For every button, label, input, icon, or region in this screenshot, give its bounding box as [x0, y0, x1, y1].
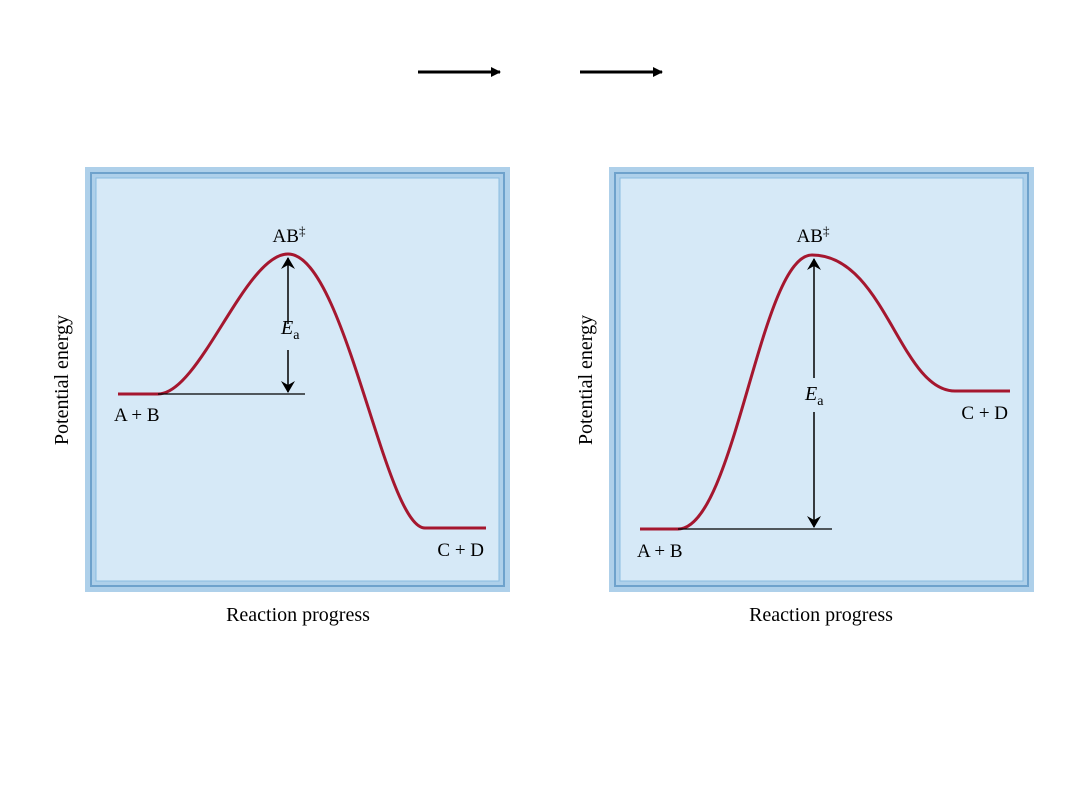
- activation-energy-label: Ea: [804, 383, 824, 409]
- panel-plot-area: [95, 177, 500, 582]
- energy-curve: [118, 252, 486, 530]
- panel-exothermic: AB‡ Ea A + B C + D Potential energy Reac…: [51, 167, 510, 626]
- products-label: C + D: [437, 540, 484, 561]
- activation-energy-label: Ea: [280, 317, 300, 343]
- panel-plot-area: [619, 177, 1024, 582]
- panel-endothermic: AB‡ Ea A + B C + D Potential energy Reac…: [575, 167, 1034, 626]
- y-axis-label: Potential energy: [51, 315, 73, 445]
- transition-state-label: AB‡: [273, 223, 306, 247]
- y-axis-label: Potential energy: [575, 315, 597, 445]
- x-axis-label: Reaction progress: [749, 604, 893, 626]
- reactants-label: A + B: [637, 541, 683, 562]
- energy-curve: [640, 253, 1010, 531]
- transition-state-label: AB‡: [797, 223, 830, 247]
- reactants-label: A + B: [114, 405, 160, 426]
- panel-frame-inner: [614, 172, 1029, 587]
- x-axis-label: Reaction progress: [226, 604, 370, 626]
- panel-frame-inner: [90, 172, 505, 587]
- products-label: C + D: [961, 403, 1008, 424]
